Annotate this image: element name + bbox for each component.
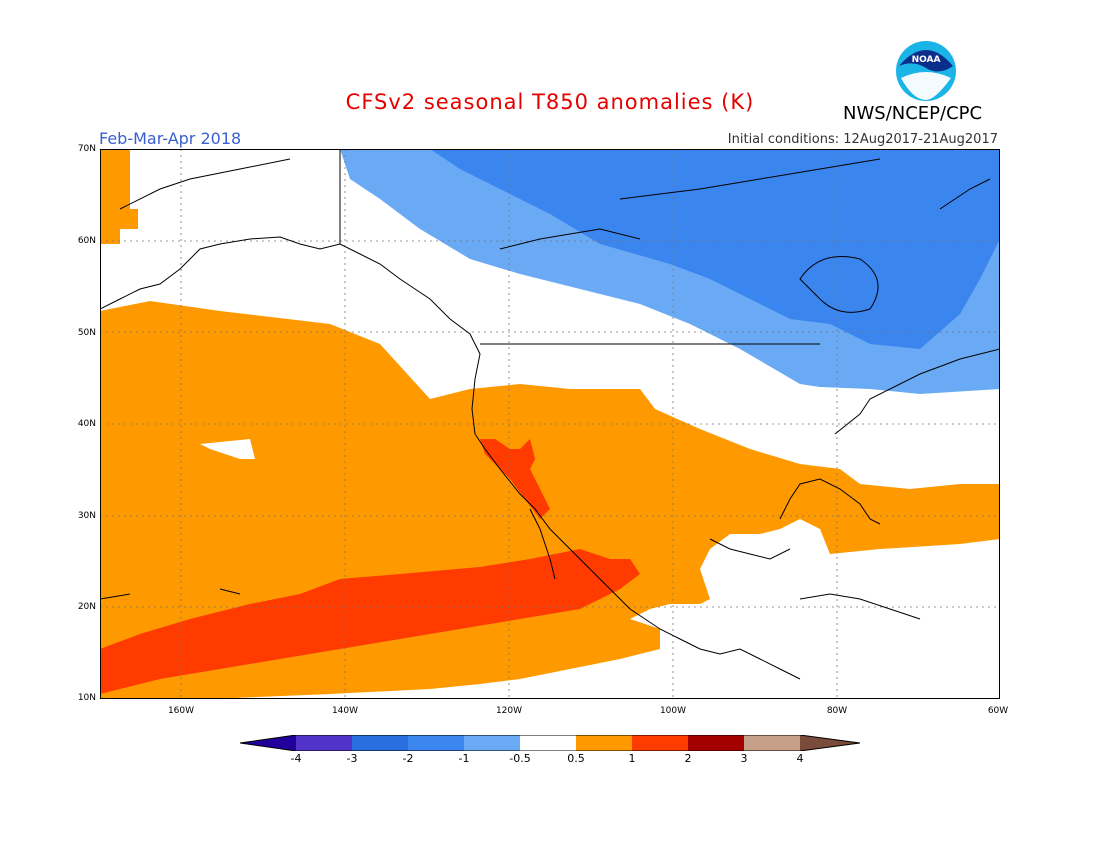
lat-label: 60N: [77, 236, 96, 246]
colorbar-segment: [632, 735, 688, 751]
lon-label: 160W: [167, 706, 195, 716]
colorbar-segment: [576, 735, 632, 751]
anomaly-map: [100, 149, 1000, 699]
colorbar-segment: [744, 735, 800, 751]
lat-label: 30N: [77, 511, 96, 521]
noaa-logo-icon: NOAA: [896, 41, 956, 101]
coastlines: [100, 149, 1000, 680]
colorbar-segment: [352, 735, 408, 751]
lon-label: 140W: [331, 706, 359, 716]
lon-label: 120W: [495, 706, 523, 716]
graticule: [100, 149, 1000, 699]
initial-conditions: Initial conditions: 12Aug2017-21Aug2017: [727, 132, 998, 147]
colorbar-segment: [240, 735, 296, 751]
colorbar-label: -2: [402, 752, 414, 765]
forecast-period: Feb-Mar-Apr 2018: [99, 129, 242, 148]
agency-label: NWS/NCEP/CPC: [843, 103, 983, 124]
colorbar-segment: [688, 735, 744, 751]
colorbar-segment: [296, 735, 352, 751]
colorbar-label: 4: [796, 752, 804, 765]
colorbar-segment: [800, 735, 860, 751]
colorbar-label: -1: [458, 752, 470, 765]
colorbar-label: 1: [628, 752, 636, 765]
colorbar-segment: [408, 735, 464, 751]
lat-label: 10N: [77, 693, 96, 703]
colorbar-label: -3: [346, 752, 358, 765]
lon-label: 100W: [659, 706, 687, 716]
anomaly-negative-regions: [340, 149, 1000, 394]
lon-label: 80W: [826, 706, 848, 716]
colorbar-label: 3: [740, 752, 748, 765]
colorbar-label: -0.5: [509, 752, 531, 765]
lon-label: 60W: [987, 706, 1009, 716]
lat-label: 40N: [77, 419, 96, 429]
lat-label: 20N: [77, 602, 96, 612]
logo-text: NOAA: [912, 55, 941, 65]
colorbar-label: 2: [684, 752, 692, 765]
colorbar-label: -4: [290, 752, 302, 765]
colorbar: [240, 735, 860, 751]
lat-label: 70N: [77, 144, 96, 154]
anomaly-positive-1-regions: [100, 439, 640, 694]
colorbar-segment: [464, 735, 520, 751]
chart-title: CFSv2 seasonal T850 anomalies (K): [345, 90, 755, 114]
colorbar-segment: [520, 735, 576, 751]
lat-label: 50N: [77, 328, 96, 338]
colorbar-label: 0.5: [567, 752, 585, 765]
